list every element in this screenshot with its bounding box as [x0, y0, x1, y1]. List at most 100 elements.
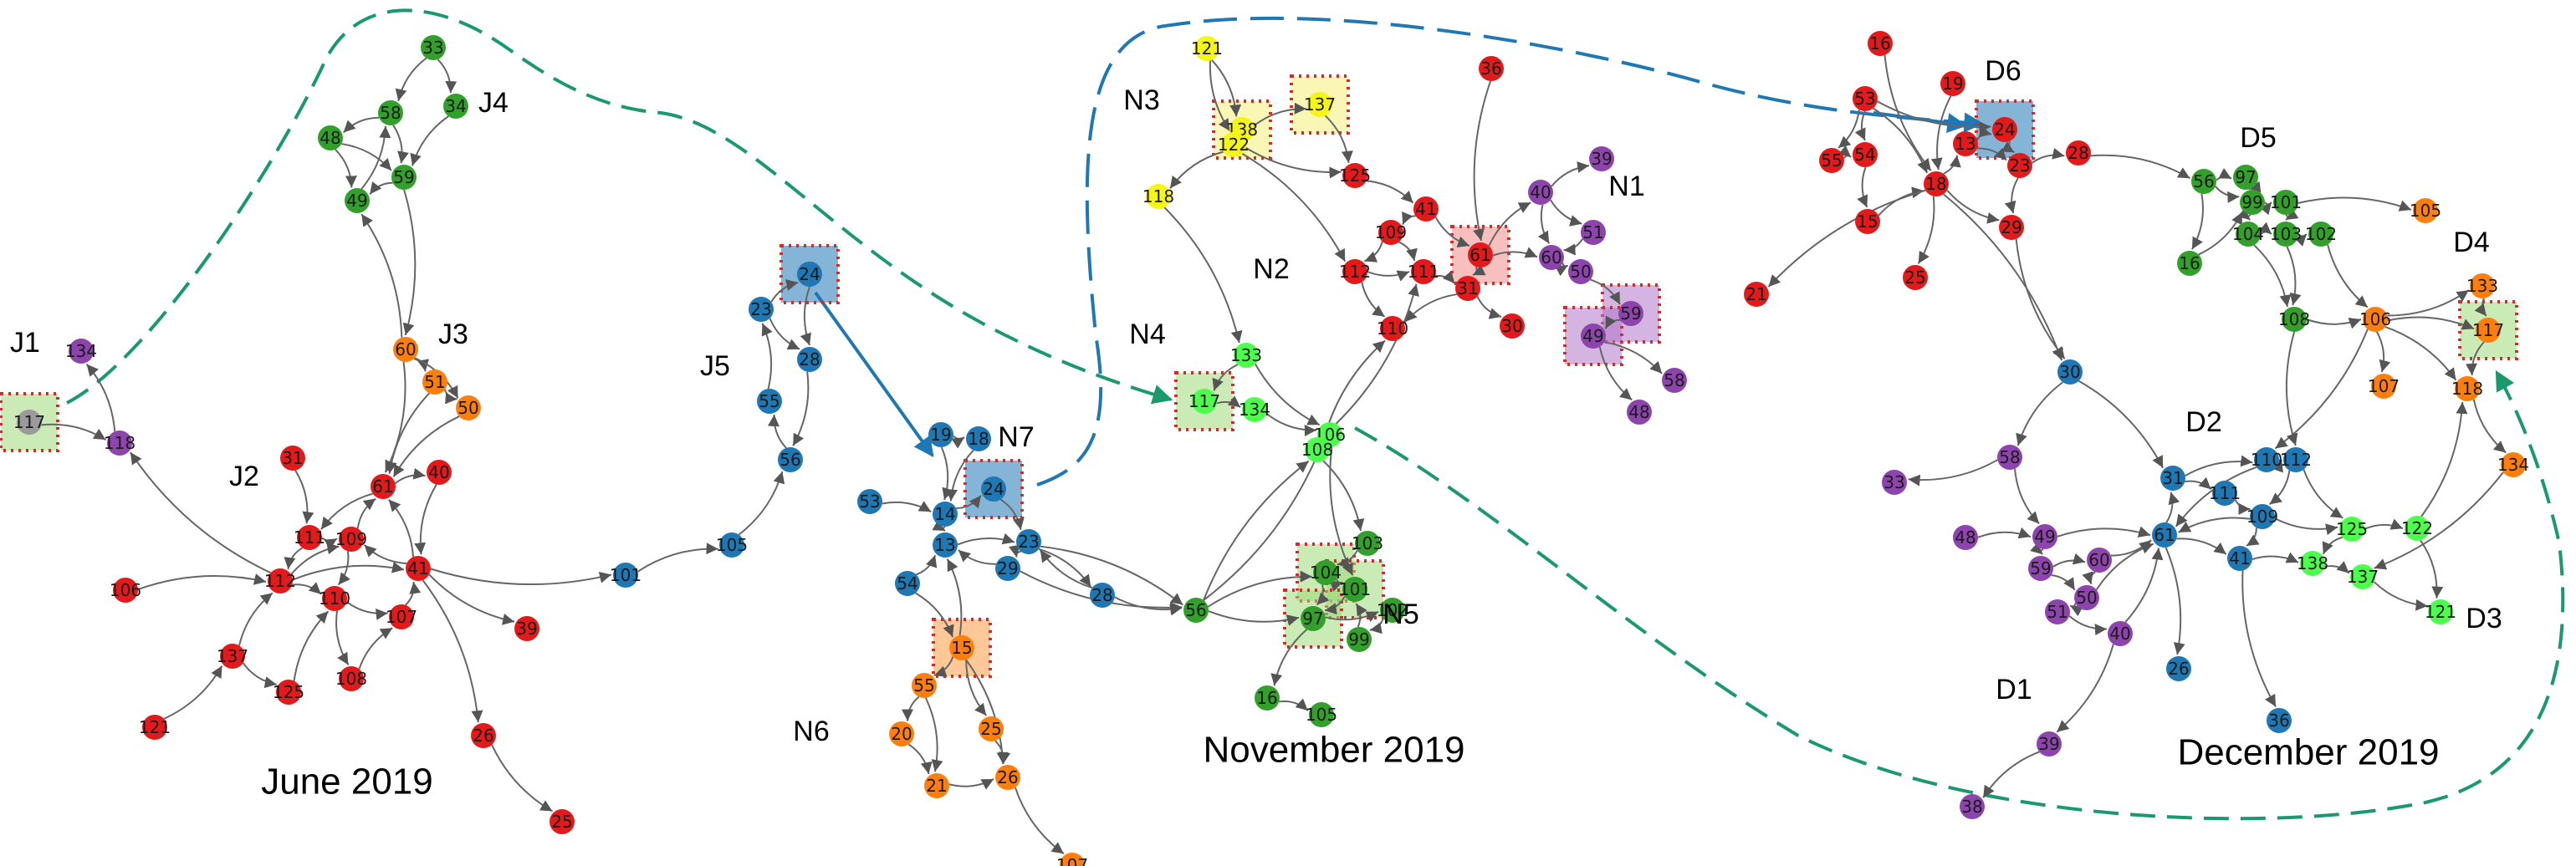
- node-n112[interactable]: 112: [1339, 259, 1371, 284]
- node-d39[interactable]: 39: [2037, 731, 2062, 756]
- node-d15[interactable]: 15: [1855, 209, 1880, 234]
- node-j41[interactable]: 41: [406, 556, 431, 581]
- node-j108[interactable]: 108: [335, 666, 367, 691]
- node-j60[interactable]: 60: [393, 337, 418, 362]
- node-d110[interactable]: 110: [2251, 447, 2282, 472]
- node-n56[interactable]: 56: [1183, 598, 1209, 623]
- node-j121[interactable]: 121: [139, 715, 171, 740]
- node-n23[interactable]: 23: [1016, 529, 1041, 554]
- node-d60[interactable]: 60: [2087, 548, 2112, 573]
- node-d30[interactable]: 30: [2057, 359, 2083, 385]
- node-n20[interactable]: 20: [889, 721, 914, 746]
- node-d111[interactable]: 111: [2209, 481, 2241, 506]
- node-d18[interactable]: 18: [1924, 171, 1949, 196]
- node-d51[interactable]: 51: [2045, 599, 2070, 624]
- node-j50[interactable]: 50: [456, 395, 481, 420]
- node-n107[interactable]: 107: [1056, 853, 1088, 866]
- node-n26[interactable]: 26: [995, 765, 1020, 790]
- node-d97[interactable]: 97: [2233, 165, 2258, 190]
- node-d107[interactable]: 107: [2368, 374, 2400, 399]
- node-n25[interactable]: 25: [979, 716, 1004, 741]
- node-d16g[interactable]: 16: [2177, 251, 2202, 276]
- node-j105[interactable]: 105: [716, 532, 748, 558]
- node-d41[interactable]: 41: [2227, 546, 2252, 571]
- node-d108[interactable]: 108: [2278, 307, 2310, 332]
- node-j48[interactable]: 48: [318, 125, 343, 150]
- node-d23[interactable]: 23: [2007, 153, 2032, 178]
- node-n19[interactable]: 19: [928, 422, 953, 447]
- node-d38[interactable]: 38: [1960, 794, 1985, 819]
- node-d40[interactable]: 40: [2108, 621, 2133, 646]
- node-j40[interactable]: 40: [427, 460, 452, 485]
- node-n101[interactable]: 101: [1339, 577, 1371, 602]
- node-d118[interactable]: 118: [2451, 376, 2483, 401]
- node-j33[interactable]: 33: [421, 35, 446, 60]
- node-d137[interactable]: 137: [2347, 564, 2379, 589]
- node-d28[interactable]: 28: [2066, 140, 2091, 166]
- node-d109[interactable]: 109: [2246, 504, 2278, 529]
- node-n60[interactable]: 60: [1539, 245, 1564, 270]
- node-d21[interactable]: 21: [1744, 282, 1769, 307]
- node-n55[interactable]: 55: [912, 673, 937, 698]
- node-n117[interactable]: 117: [1188, 389, 1220, 414]
- node-n133[interactable]: 133: [1230, 343, 1262, 368]
- node-d36[interactable]: 36: [2267, 708, 2292, 733]
- node-j51[interactable]: 51: [422, 369, 447, 395]
- node-n40[interactable]: 40: [1528, 180, 1553, 205]
- node-d56[interactable]: 56: [2191, 169, 2216, 194]
- node-d26[interactable]: 26: [2166, 656, 2191, 681]
- node-n18[interactable]: 18: [966, 426, 991, 451]
- node-n53[interactable]: 53: [857, 489, 882, 514]
- node-d59[interactable]: 59: [2028, 556, 2053, 581]
- node-n110[interactable]: 110: [1377, 316, 1408, 341]
- node-d16[interactable]: 16: [1868, 31, 1893, 56]
- node-d31[interactable]: 31: [2160, 466, 2185, 491]
- node-n105[interactable]: 105: [1306, 702, 1337, 727]
- node-j25[interactable]: 25: [549, 809, 575, 834]
- node-n24[interactable]: 24: [981, 476, 1006, 502]
- node-n134[interactable]: 134: [1239, 397, 1270, 422]
- node-n48[interactable]: 48: [1627, 400, 1652, 425]
- node-j56[interactable]: 56: [778, 447, 803, 472]
- node-n16[interactable]: 16: [1255, 685, 1280, 711]
- node-n30[interactable]: 30: [1500, 313, 1525, 339]
- node-j111[interactable]: 111: [294, 525, 325, 550]
- node-d58[interactable]: 58: [1997, 445, 2022, 470]
- node-d54[interactable]: 54: [1853, 142, 1878, 167]
- node-d104[interactable]: 104: [2232, 222, 2264, 247]
- node-n21[interactable]: 21: [924, 773, 949, 798]
- node-d13[interactable]: 13: [1953, 131, 1978, 156]
- node-j125[interactable]: 125: [273, 680, 304, 705]
- node-d106[interactable]: 106: [2359, 307, 2391, 332]
- node-n125[interactable]: 125: [1339, 163, 1371, 188]
- node-j55[interactable]: 55: [757, 389, 782, 414]
- node-n108[interactable]: 108: [1301, 437, 1333, 462]
- node-d105[interactable]: 105: [2410, 198, 2441, 223]
- node-j118[interactable]: 118: [104, 430, 135, 456]
- node-n61[interactable]: 61: [1468, 242, 1493, 267]
- node-n29[interactable]: 29: [995, 556, 1020, 581]
- node-d133[interactable]: 133: [2466, 273, 2498, 298]
- node-j28[interactable]: 28: [797, 347, 822, 372]
- node-d99[interactable]: 99: [2240, 190, 2265, 215]
- node-d29[interactable]: 29: [1999, 215, 2024, 240]
- node-d122[interactable]: 122: [2401, 516, 2433, 541]
- node-j112[interactable]: 112: [264, 568, 296, 593]
- node-d19[interactable]: 19: [1940, 71, 1965, 96]
- node-j34[interactable]: 34: [443, 94, 468, 119]
- node-d25[interactable]: 25: [1903, 265, 1928, 290]
- node-j110[interactable]: 110: [319, 586, 350, 611]
- node-j23[interactable]: 23: [749, 297, 774, 322]
- node-j26[interactable]: 26: [471, 723, 496, 748]
- node-j39[interactable]: 39: [514, 616, 539, 641]
- node-d101[interactable]: 101: [2270, 190, 2302, 215]
- node-n31[interactable]: 31: [1455, 276, 1480, 301]
- node-d48[interactable]: 48: [1953, 525, 1978, 550]
- node-n54[interactable]: 54: [895, 571, 920, 596]
- node-d117[interactable]: 117: [2472, 318, 2504, 343]
- node-j61[interactable]: 61: [371, 474, 396, 499]
- node-n49[interactable]: 49: [1581, 323, 1606, 349]
- node-n15[interactable]: 15: [949, 635, 974, 660]
- node-j109[interactable]: 109: [335, 527, 367, 552]
- node-n39[interactable]: 39: [1589, 146, 1614, 171]
